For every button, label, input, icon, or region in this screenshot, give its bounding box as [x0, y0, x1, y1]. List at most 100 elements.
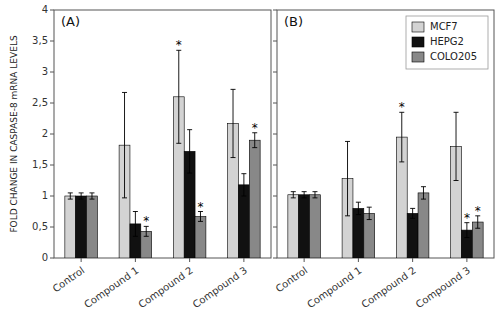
error-cap [133, 236, 138, 237]
x-tick-label: Compound 2 [359, 265, 418, 311]
legend-label: MCF7 [430, 21, 458, 32]
legend-label: COLO205 [430, 51, 477, 62]
legend-swatch [412, 52, 424, 62]
x-tick [189, 258, 190, 262]
bar [195, 216, 206, 258]
y-tick [273, 227, 277, 228]
error-stem [243, 174, 244, 196]
y-tick [273, 196, 277, 197]
y-tick [273, 134, 277, 135]
y-axis-label: FOLD CHANGE IN CASPASE-8 mRNA LEVELS [9, 35, 19, 233]
panel-label: (A) [61, 14, 80, 29]
error-bar [187, 130, 192, 173]
error-cap [133, 211, 138, 212]
error-cap [312, 191, 317, 192]
error-cap [122, 92, 127, 93]
error-stem [81, 193, 82, 199]
y-tick [50, 10, 54, 11]
error-stem [233, 89, 234, 157]
error-cap [464, 237, 469, 238]
error-stem [178, 50, 179, 143]
error-cap [454, 112, 459, 113]
bar [353, 208, 364, 258]
error-cap [367, 219, 372, 220]
bar [288, 195, 299, 258]
error-cap [198, 221, 203, 222]
error-bar [302, 192, 307, 198]
y-tick [50, 258, 54, 259]
panel-label: (B) [284, 14, 303, 29]
error-bar [345, 141, 350, 215]
error-stem [91, 193, 92, 199]
y-tick-label: 4 [42, 4, 48, 15]
y-tick [50, 165, 54, 166]
error-cap [122, 197, 127, 198]
y-tick [273, 165, 277, 166]
legend-frame [406, 16, 488, 69]
panel: 00,511,522,533,54ControlCompound 1Compou… [32, 4, 271, 310]
legend-label: HEPG2 [430, 36, 464, 47]
y-tick [50, 72, 54, 73]
error-stem [456, 112, 457, 180]
y-tick-label: 3 [42, 66, 48, 77]
x-tick-label: Compound 1 [305, 265, 364, 311]
error-bar [454, 112, 459, 180]
error-bar [241, 174, 246, 196]
error-stem [369, 207, 370, 219]
y-tick [273, 103, 277, 104]
y-tick-label: 3,5 [32, 35, 48, 46]
error-cap [89, 199, 94, 200]
error-cap [345, 215, 350, 216]
y-tick [50, 196, 54, 197]
marks [65, 50, 260, 258]
error-cap [291, 191, 296, 192]
error-bar [421, 187, 426, 199]
error-stem [347, 141, 348, 215]
significance-star: * [252, 121, 258, 135]
legend-swatch [412, 22, 424, 32]
error-cap [291, 197, 296, 198]
error-cap [187, 173, 192, 174]
plot-frame [277, 10, 494, 258]
error-cap [345, 141, 350, 142]
error-cap [89, 192, 94, 193]
error-stem [412, 208, 413, 218]
error-cap [356, 214, 361, 215]
bar [76, 196, 87, 258]
error-bar [176, 50, 181, 143]
y-tick [273, 258, 277, 259]
error-bar [312, 192, 317, 198]
error-cap [79, 192, 84, 193]
y-tick-label: 2 [42, 128, 48, 139]
error-stem [293, 192, 294, 198]
bar [65, 196, 76, 258]
error-cap [68, 192, 73, 193]
error-cap [312, 197, 317, 198]
x-tick-label: Compound 3 [191, 265, 250, 311]
y-tick [50, 103, 54, 104]
error-cap [144, 236, 149, 237]
error-stem [314, 192, 315, 198]
significance-star: * [197, 200, 203, 214]
error-cap [475, 228, 480, 229]
bar [87, 196, 98, 258]
error-cap [421, 186, 426, 187]
plot-frame [54, 10, 271, 258]
y-tick-label: 0 [42, 252, 48, 263]
x-tick-label: Compound 3 [414, 265, 473, 311]
error-stem [401, 112, 402, 162]
x-tick [412, 258, 413, 262]
error-stem [124, 92, 125, 197]
x-tick [466, 258, 467, 262]
x-tick [304, 258, 305, 262]
error-stem [189, 130, 190, 173]
bar [310, 195, 321, 258]
y-tick [273, 10, 277, 11]
x-tick [135, 258, 136, 262]
x-tick [81, 258, 82, 262]
error-cap [410, 208, 415, 209]
error-cap [410, 218, 415, 219]
error-bar [133, 212, 138, 237]
error-bar [464, 223, 469, 238]
significance-star: * [464, 211, 470, 225]
